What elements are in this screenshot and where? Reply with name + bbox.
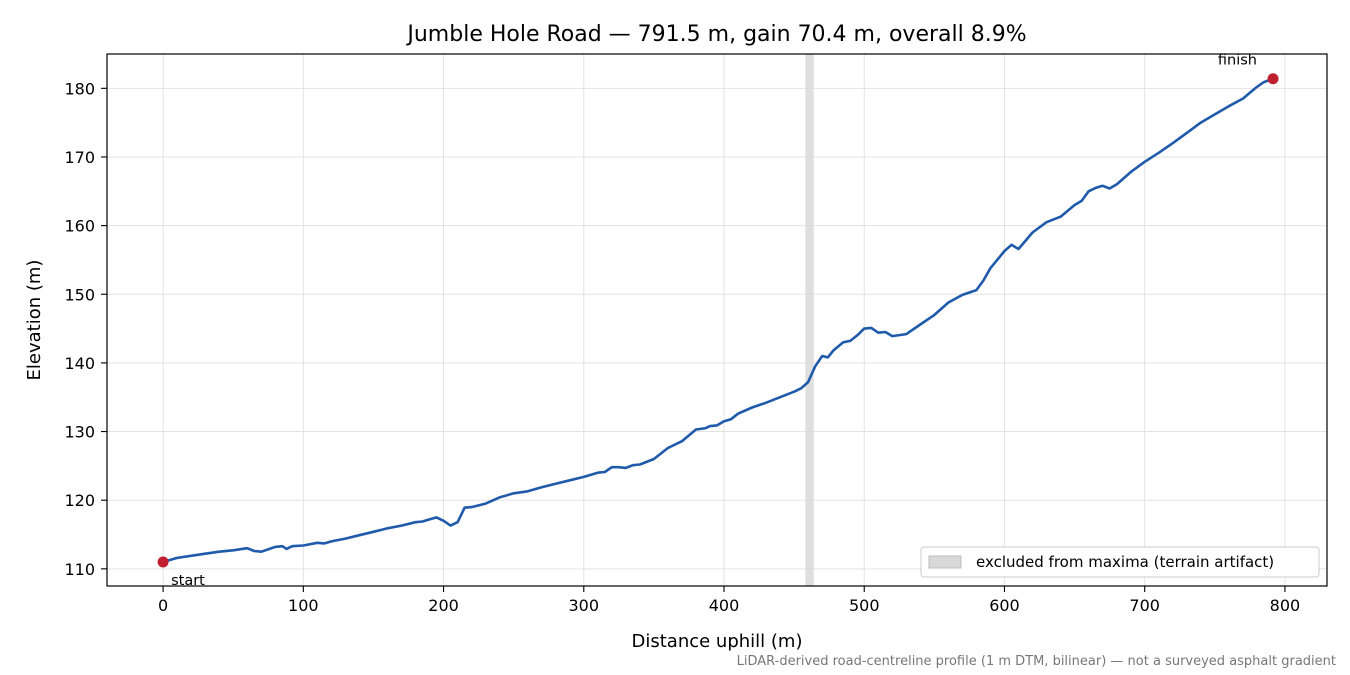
y-tick-label: 130: [64, 423, 95, 442]
legend-swatch-excluded: [928, 555, 962, 569]
y-tick-label: 180: [64, 79, 95, 98]
plot-frame: [106, 53, 1328, 587]
x-tick-label: 200: [428, 596, 459, 615]
y-tick-label: 160: [64, 217, 95, 236]
y-axis-title: Elevation (m): [24, 260, 45, 381]
grid: [107, 54, 1327, 586]
x-tick-label: 300: [569, 596, 600, 615]
finish-label: finish: [1218, 53, 1257, 69]
footnote: LiDAR-derived road-centreline profile (1…: [737, 654, 1336, 669]
y-tick-label: 170: [64, 148, 95, 167]
series-layer: [161, 77, 1275, 564]
x-tick-label: 100: [288, 596, 319, 615]
x-axis-title: Distance uphill (m): [632, 631, 803, 652]
y-tick-label: 150: [64, 285, 95, 304]
start-marker: [157, 556, 169, 568]
x-tick-label: 500: [849, 596, 880, 615]
finish-marker: [1267, 73, 1279, 85]
excluded-band-layer: [805, 54, 814, 586]
excluded-band: [805, 54, 814, 586]
start-label: start: [171, 573, 205, 589]
x-tick-label: 600: [989, 596, 1020, 615]
x-tick-label: 400: [709, 596, 740, 615]
chart-title: Jumble Hole Road — 791.5 m, gain 70.4 m,…: [405, 22, 1026, 47]
x-tick-label: 0: [158, 596, 168, 615]
y-axis: 110 120 130 140 150 160 170 180: [64, 79, 107, 579]
x-tick-label: 800: [1270, 596, 1301, 615]
y-tick-label: 140: [64, 354, 95, 373]
legend: excluded from maxima (terrain artifact): [920, 546, 1320, 578]
x-tick-label: 700: [1129, 596, 1160, 615]
markers-layer: start finish: [157, 53, 1279, 589]
y-tick-label: 120: [64, 491, 95, 510]
legend-label-excluded: excluded from maxima (terrain artifact): [976, 553, 1274, 571]
x-axis: 0 100 200 300 400 500 600 700 800: [158, 586, 1300, 615]
elevation-line: [161, 77, 1275, 564]
y-tick-label: 110: [64, 560, 95, 579]
legend-box: [920, 546, 1320, 578]
